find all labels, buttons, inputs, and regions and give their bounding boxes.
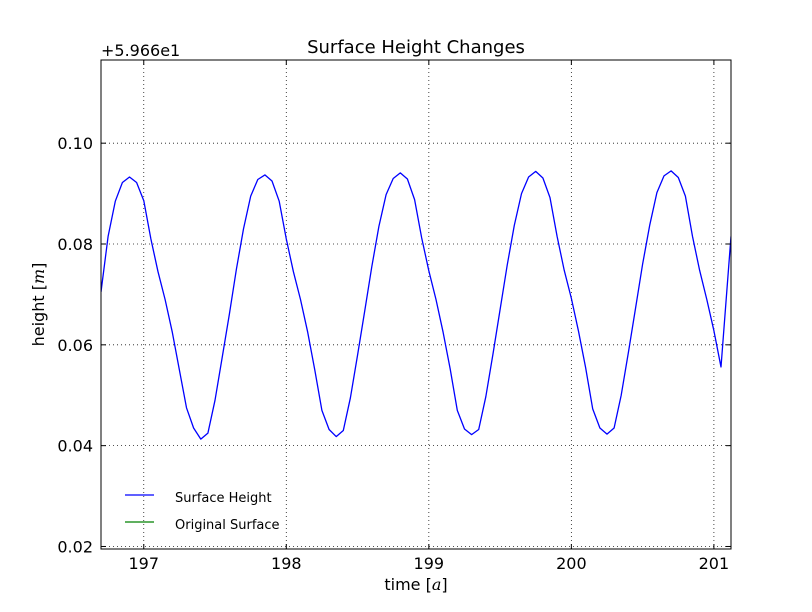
y-tick-label: 0.06 <box>57 336 93 355</box>
chart-title: Surface Height Changes <box>307 37 525 58</box>
legend: Surface Height Original Surface <box>125 491 280 533</box>
y-axis-unit-open: [ <box>29 284 48 290</box>
x-tick-label: 201 <box>699 554 730 573</box>
y-tick-label: 0.04 <box>57 437 93 456</box>
ticks: 197 198 199 200 201 0.02 0.04 0.06 0.08 0.10 <box>57 60 731 573</box>
x-tick-label: 197 <box>128 554 159 573</box>
legend-label-original-surface: Original Surface <box>175 518 280 533</box>
x-axis-label-text: time <box>384 575 425 594</box>
y-axis-unit: m <box>29 269 48 284</box>
y-tick-label: 0.08 <box>57 235 93 254</box>
y-offset-label: +5.966e1 <box>101 41 180 60</box>
x-tick-label: 199 <box>414 554 445 573</box>
x-axis-unit-open: [ <box>426 575 432 594</box>
y-axis-unit-close: ] <box>29 263 48 269</box>
x-tick-label: 198 <box>271 554 302 573</box>
x-axis-unit: a <box>432 575 442 594</box>
y-axis-label-text: height <box>29 290 48 346</box>
x-tick-label: 200 <box>556 554 587 573</box>
y-tick-label: 0.02 <box>57 537 93 556</box>
y-axis-label: height [m] <box>29 263 48 347</box>
legend-label-surface-height: Surface Height <box>175 491 272 506</box>
grid <box>101 60 731 549</box>
series-line-0 <box>101 170 731 440</box>
series-layer <box>101 170 731 440</box>
x-axis-label: time [a] <box>384 575 447 594</box>
plot-frame <box>100 59 732 550</box>
y-tick-label: 0.10 <box>57 134 93 153</box>
x-axis-unit-close: ] <box>441 575 447 594</box>
